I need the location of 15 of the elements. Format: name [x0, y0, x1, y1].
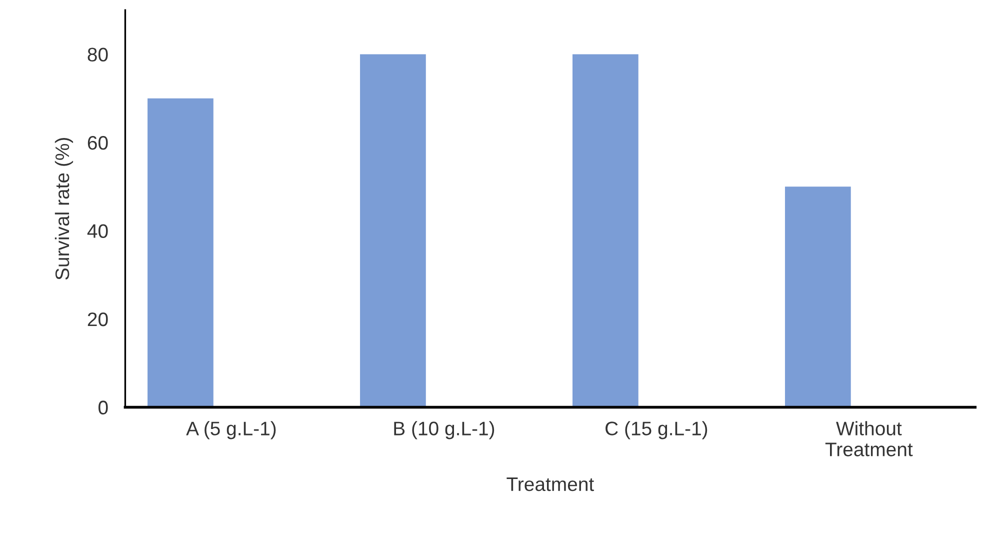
x-tick-label: Without Treatment: [825, 421, 913, 456]
y-tick-label: 80: [88, 48, 108, 62]
bar: [148, 98, 214, 408]
x-tick-label: A (5 g.L-1): [186, 421, 276, 440]
y-tick-label: 60: [88, 136, 108, 150]
y-tick-label: 40: [87, 224, 108, 238]
bar: [572, 54, 638, 408]
x-axis-title: Treatment: [506, 478, 594, 492]
bar: [784, 186, 851, 408]
y-tick-label: 0: [98, 400, 108, 414]
x-tick-label: B (10 g.L-1): [394, 421, 494, 440]
y-tick-label: 20: [88, 312, 108, 326]
x-tick-label: C (15 g.L-1): [606, 421, 708, 440]
bar: [360, 54, 426, 408]
y-axis-title: Survival rate (%): [54, 138, 74, 280]
